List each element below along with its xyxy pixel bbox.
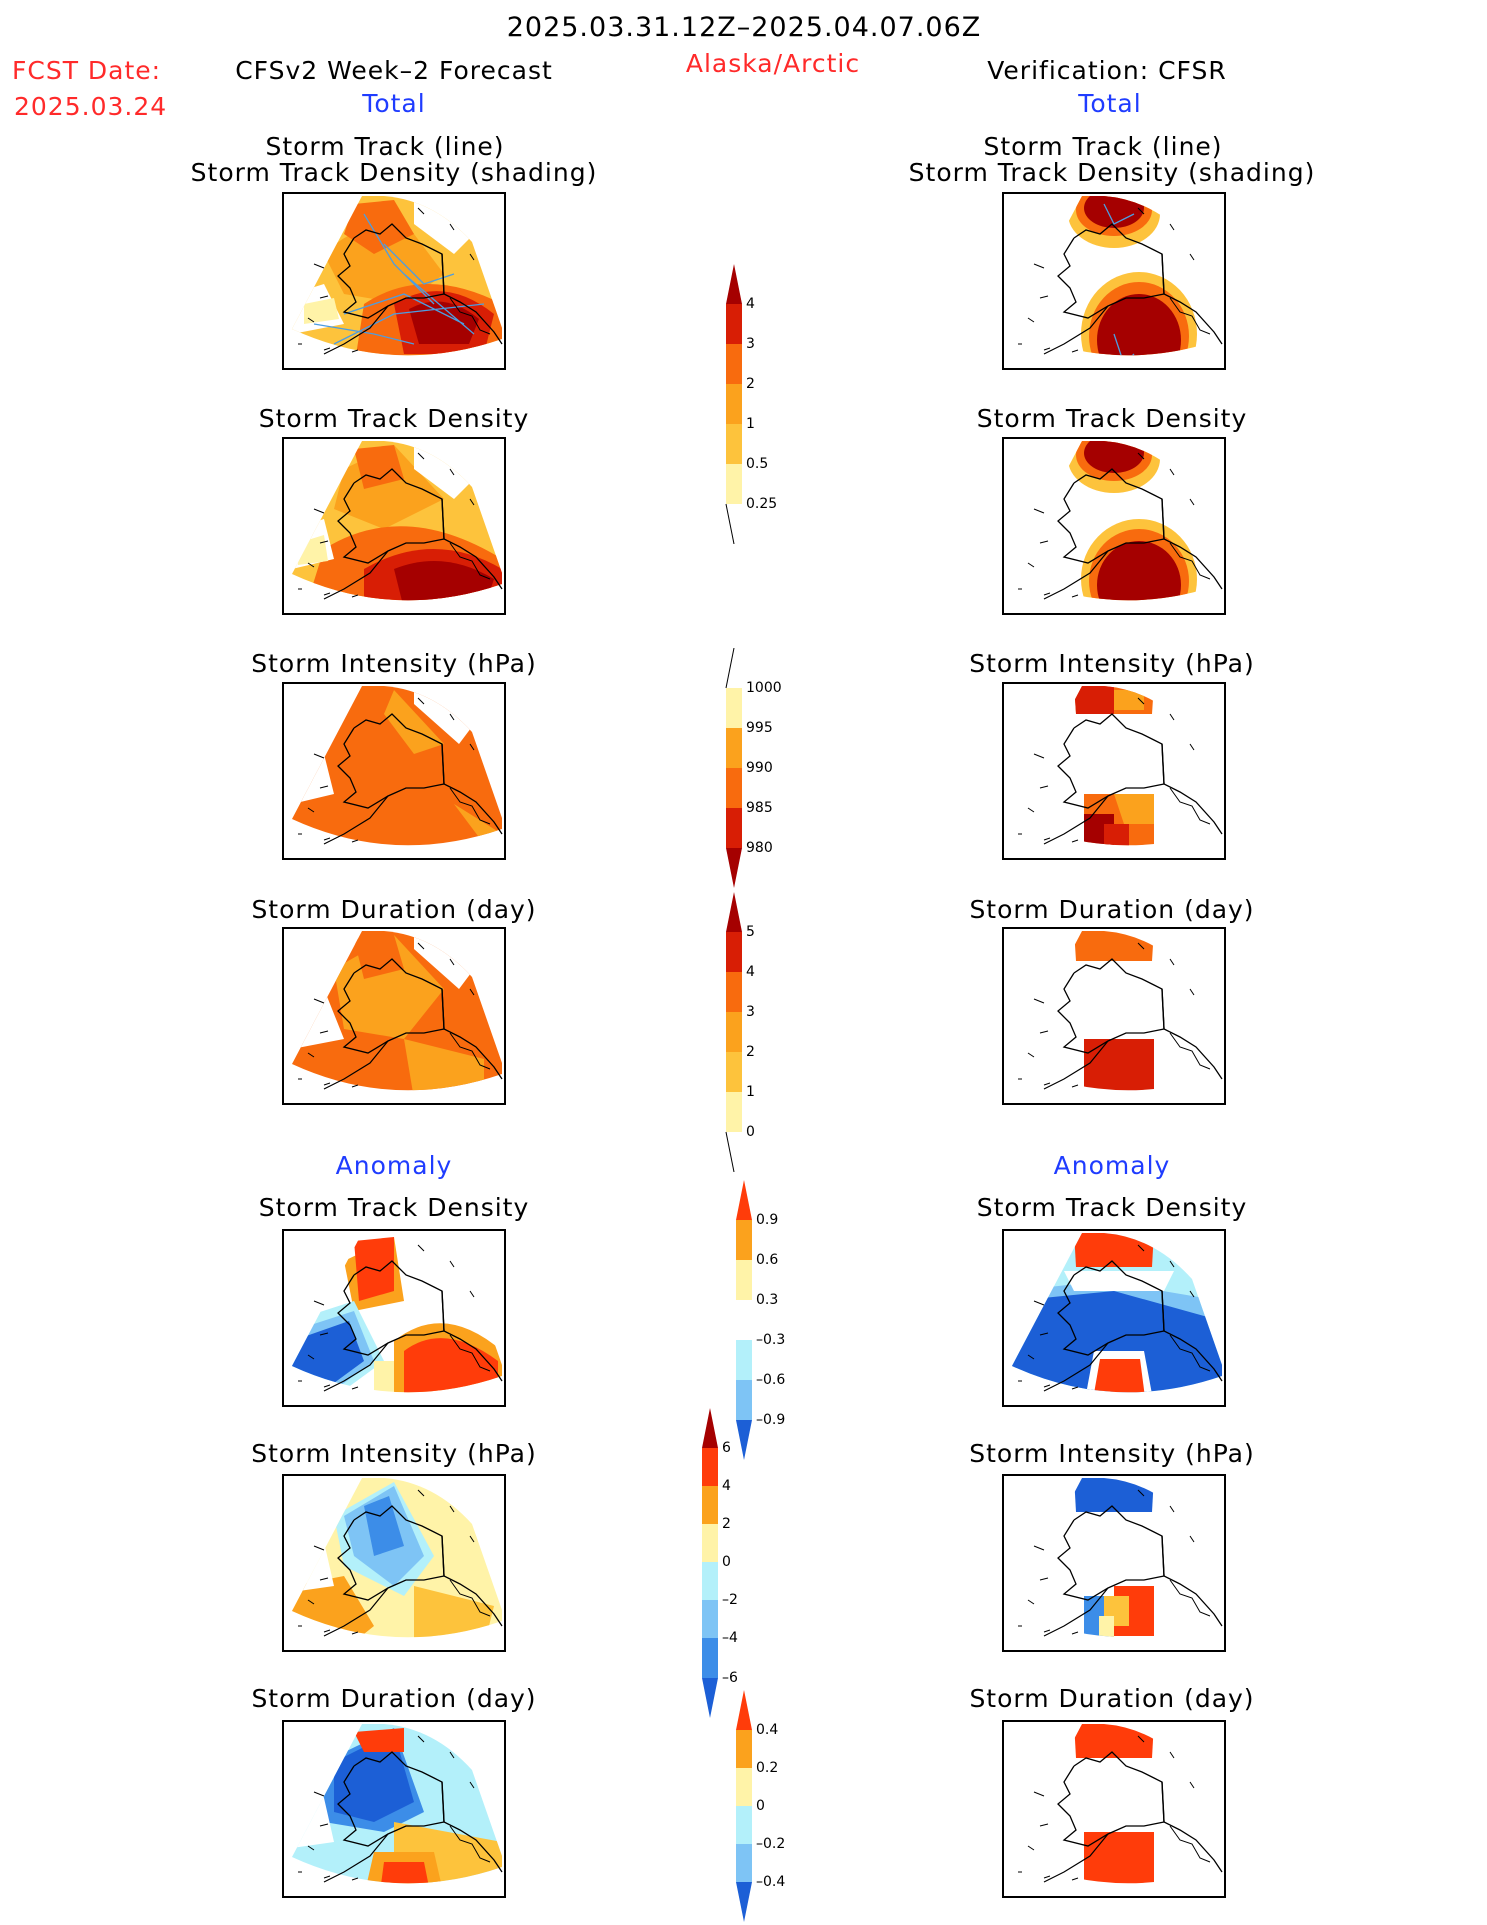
cbar-label: –0.9 (756, 1412, 786, 1428)
cbar-label: 995 (746, 720, 773, 736)
cbar-label: 4 (746, 296, 755, 312)
cbar-label: 0 (756, 1798, 765, 1814)
cbar-label: 0.5 (746, 456, 769, 472)
title-track-density-shading-right: Storm Track Density (shading) (908, 158, 1316, 187)
title-anom-intensity-left: Storm Intensity (hPa) (251, 1439, 537, 1468)
title-duration-right: Storm Duration (day) (969, 895, 1255, 924)
anomaly-label-right: Anomaly (1053, 1151, 1171, 1180)
map-anom-intensity-forecast (282, 1474, 506, 1652)
total-label-left: Total (362, 89, 426, 118)
cbar-label: 1000 (746, 680, 782, 696)
map-anom-track-density-forecast (282, 1229, 506, 1407)
title-duration-left: Storm Duration (day) (251, 895, 537, 924)
cbar-label: 0 (746, 1124, 755, 1140)
cbar-label: 985 (746, 800, 773, 816)
title-anom-duration-left: Storm Duration (day) (251, 1684, 537, 1713)
colorbar-intensity-total: 1000 995 990 985 980 (724, 648, 784, 888)
cbar-label: 3 (746, 1004, 755, 1020)
cbar-label: 0.9 (756, 1212, 779, 1228)
map-track-density-forecast (282, 437, 506, 615)
map-anom-duration-forecast (282, 1720, 506, 1898)
cbar-label: 0.25 (746, 496, 778, 512)
map-anom-duration-verification (1002, 1720, 1226, 1898)
fcst-date-value: 2025.03.24 (14, 92, 168, 121)
colorbar-intensity-anom: 6 4 2 0 –2 –4 –6 (700, 1408, 760, 1726)
cbar-label: 1 (746, 416, 755, 432)
cbar-label: 0.4 (756, 1722, 779, 1738)
cbar-label: 4 (722, 1478, 731, 1494)
total-label-right: Total (1078, 89, 1142, 118)
cbar-label: 0 (722, 1554, 731, 1570)
cbar-label: –0.2 (756, 1836, 786, 1852)
map-track-density-verification (1002, 437, 1226, 615)
cbar-label: –0.6 (756, 1372, 786, 1388)
anomaly-label-left: Anomaly (335, 1151, 453, 1180)
title-track-line-left: Storm Track (line) (265, 132, 505, 161)
cbar-label: 1 (746, 1084, 755, 1100)
cbar-label: 980 (746, 840, 773, 856)
cbar-label: 0.2 (756, 1760, 779, 1776)
title-track-density-right: Storm Track Density (976, 404, 1248, 433)
verification-title: Verification: CFSR (987, 56, 1227, 85)
map-anom-intensity-verification (1002, 1474, 1226, 1652)
date-range-title: 2025.03.31.12Z–2025.04.07.06Z (506, 12, 982, 43)
cbar-label: 0.6 (756, 1252, 779, 1268)
map-duration-forecast (282, 927, 506, 1105)
title-anom-duration-right: Storm Duration (day) (969, 1684, 1255, 1713)
title-track-line-right: Storm Track (line) (983, 132, 1223, 161)
map-duration-verification (1002, 927, 1226, 1105)
cbar-label: –4 (722, 1630, 738, 1646)
colorbar-duration-anom: 0.4 0.2 0 –0.2 –0.4 (734, 1690, 794, 1922)
title-track-density-shading-left: Storm Track Density (shading) (190, 158, 598, 187)
colorbar-duration-total: 5 4 3 2 1 0 (724, 892, 784, 1172)
cbar-label: –0.3 (756, 1332, 786, 1348)
title-anom-intensity-right: Storm Intensity (hPa) (969, 1439, 1255, 1468)
cbar-label: 4 (746, 964, 755, 980)
title-intensity-left: Storm Intensity (hPa) (251, 649, 537, 678)
title-anom-track-density-left: Storm Track Density (258, 1193, 530, 1222)
cbar-label: 3 (746, 336, 755, 352)
model-title: CFSv2 Week–2 Forecast (235, 56, 553, 85)
cbar-label: –6 (722, 1670, 738, 1686)
cbar-label: –2 (722, 1592, 738, 1608)
cbar-label: 0.3 (756, 1292, 779, 1308)
colorbar-track-density-anom: 0.9 0.6 0.3 –0.3 –0.6 –0.9 (734, 1180, 794, 1460)
fcst-date-label: FCST Date: (12, 56, 162, 85)
cbar-label: 5 (746, 924, 755, 940)
map-intensity-forecast (282, 682, 506, 860)
map-anom-track-density-verification (1002, 1229, 1226, 1407)
colorbar-track-density-total: 4 3 2 1 0.5 0.25 (724, 264, 784, 544)
map-intensity-verification (1002, 682, 1226, 860)
cbar-label: 2 (722, 1516, 731, 1532)
region-title: Alaska/Arctic (685, 49, 861, 78)
cbar-label: 2 (746, 376, 755, 392)
map-track-density-line-forecast (282, 192, 506, 370)
map-track-density-line-verification (1002, 192, 1226, 370)
title-anom-track-density-right: Storm Track Density (976, 1193, 1248, 1222)
cbar-label: –0.4 (756, 1874, 786, 1890)
title-intensity-right: Storm Intensity (hPa) (969, 649, 1255, 678)
title-track-density-left: Storm Track Density (258, 404, 530, 433)
cbar-label: 990 (746, 760, 773, 776)
cbar-label: 2 (746, 1044, 755, 1060)
cbar-label: 6 (722, 1440, 731, 1456)
